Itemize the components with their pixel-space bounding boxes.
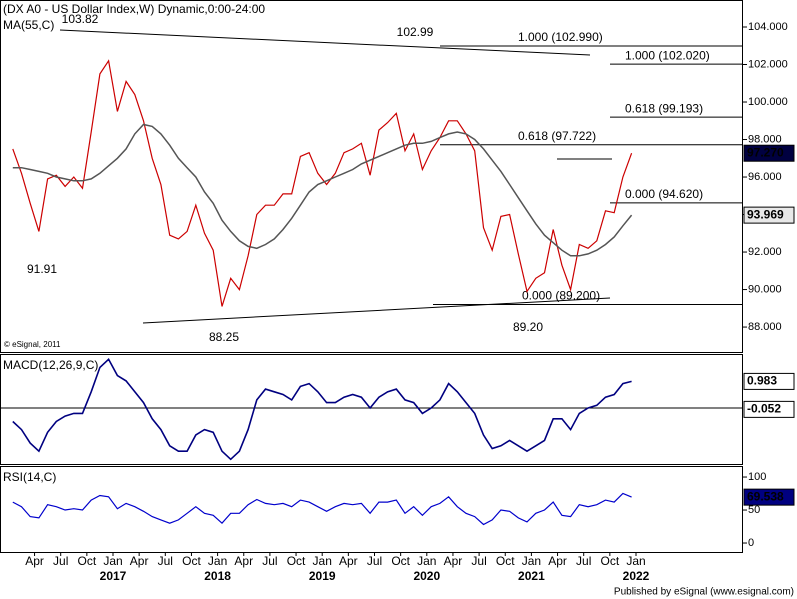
level-label: 1.000 (102.020) xyxy=(625,48,710,62)
x-tick-label: Jul xyxy=(262,554,277,568)
rsi-title: RSI(14,C) xyxy=(3,470,56,484)
macd-line xyxy=(12,358,632,461)
year-label: 2017 xyxy=(100,569,127,583)
macd-title: MACD(12,26,9,C) xyxy=(3,358,98,372)
year-label: 2022 xyxy=(623,569,650,583)
x-tick-label: Apr xyxy=(339,554,358,568)
x-tick-label: Jan xyxy=(208,554,227,568)
ma-tag: 93.969 xyxy=(747,207,784,221)
rsi-tag: 69.538 xyxy=(747,489,784,503)
x-tick-label: Jan xyxy=(103,554,122,568)
ma-line xyxy=(12,123,633,257)
trendline xyxy=(142,297,611,324)
price-tag: 97.270 xyxy=(747,145,784,159)
rsi-tick-label: 0 xyxy=(748,537,754,549)
price-tag-box xyxy=(743,144,795,162)
x-tick-label: Oct xyxy=(391,554,410,568)
y-tick-label: 88.000 xyxy=(748,321,782,333)
x-tick-label: Jan xyxy=(417,554,436,568)
point-label: 102.99 xyxy=(397,25,434,39)
trendline xyxy=(59,29,591,56)
y-tick-label: 100.000 xyxy=(748,96,788,108)
rsi-tick-label: 100 xyxy=(748,471,766,483)
point-label: 88.25 xyxy=(209,330,239,344)
year-label: 2020 xyxy=(413,569,440,583)
y-tick-label: 92.000 xyxy=(748,246,782,258)
price-panel xyxy=(0,0,743,353)
point-label: 91.91 xyxy=(27,262,57,276)
ma-tag-box xyxy=(743,206,795,224)
x-tick-label: Jul xyxy=(471,554,486,568)
x-tick-label: Jul xyxy=(158,554,173,568)
level-label: 0.618 (99.193) xyxy=(625,101,703,115)
y-tick-label: 102.000 xyxy=(748,58,788,70)
price-line xyxy=(12,59,633,307)
x-tick-label: Oct xyxy=(601,554,620,568)
level-label: 0.618 (97.722) xyxy=(518,129,596,143)
ma-title: MA(55,C) xyxy=(3,18,54,32)
level-label: 1.000 (102.990) xyxy=(518,30,603,44)
x-tick-label: Jan xyxy=(626,554,645,568)
x-tick-label: Apr xyxy=(234,554,253,568)
y-tick-label: 96.000 xyxy=(748,171,782,183)
x-tick-label: Jan xyxy=(313,554,332,568)
rsi-tag-box xyxy=(743,488,795,506)
footer: Published by eSignal (www.esignal.com) xyxy=(614,587,794,598)
y-tick-label: 90.000 xyxy=(748,283,782,295)
x-tick-label: Apr xyxy=(25,554,44,568)
x-tick-label: Jul xyxy=(576,554,591,568)
y-tick-label: 98.000 xyxy=(748,133,782,145)
x-tick-label: Apr xyxy=(444,554,463,568)
year-label: 2018 xyxy=(204,569,231,583)
x-tick-label: Jul xyxy=(53,554,68,568)
macd-tag: 0.983 xyxy=(747,374,777,388)
level-label: 0.000 (89.200) xyxy=(522,289,600,303)
hist-tag-box xyxy=(743,400,795,418)
rsi-tick-label: 50 xyxy=(748,504,760,516)
level-label: 0.000 (94.620) xyxy=(625,187,703,201)
x-tick-label: Apr xyxy=(130,554,149,568)
year-label: 2021 xyxy=(518,569,545,583)
y-tick-label: 104.000 xyxy=(748,21,788,33)
rsi-panel xyxy=(0,466,743,553)
x-tick-label: Jul xyxy=(367,554,382,568)
copyright: © eSignal, 2011 xyxy=(4,340,61,349)
point-label: 89.20 xyxy=(513,320,543,334)
chart-title: (DX A0 - US Dollar Index,W) Dynamic,0:00… xyxy=(3,2,265,16)
macd-panel xyxy=(0,354,743,465)
point-label: 103.82 xyxy=(62,12,99,26)
macd-tag-box xyxy=(743,372,795,390)
rsi-line xyxy=(12,492,632,526)
x-tick-label: Oct xyxy=(496,554,515,568)
x-tick-label: Apr xyxy=(548,554,567,568)
x-tick-label: Oct xyxy=(182,554,201,568)
x-tick-label: Oct xyxy=(287,554,306,568)
x-tick-label: Jan xyxy=(522,554,541,568)
hist-tag: -0.052 xyxy=(747,402,781,416)
x-tick-label: Oct xyxy=(78,554,97,568)
year-label: 2019 xyxy=(309,569,336,583)
